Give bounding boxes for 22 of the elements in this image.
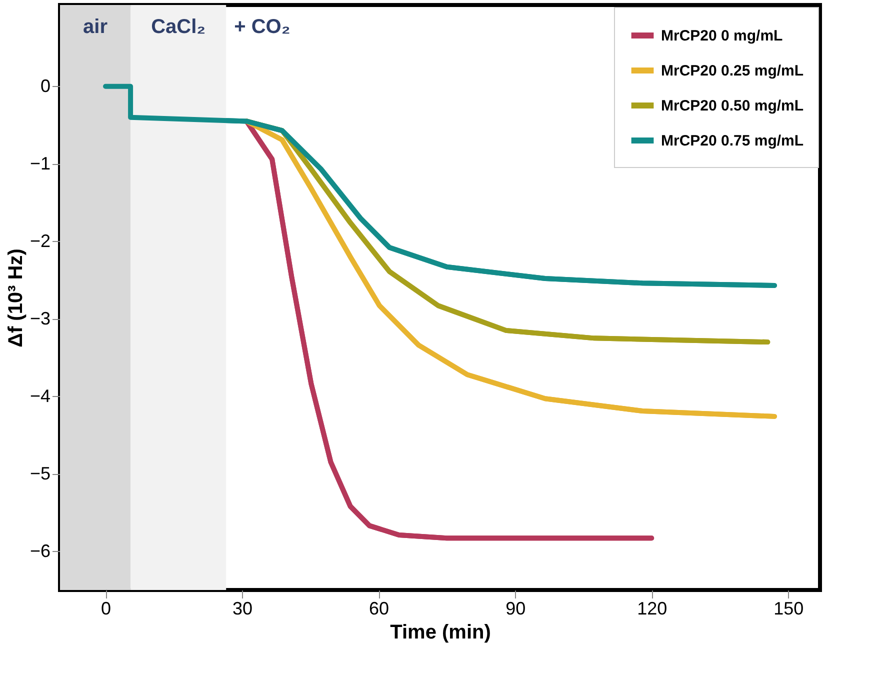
y-tick-label: 0	[40, 76, 50, 96]
x-axis-title: Time (min)	[390, 622, 491, 644]
band-label: CaCl₂	[151, 16, 206, 38]
x-tick-label: 60	[369, 598, 390, 618]
legend-label: MrCP20 0.25 mg/mL	[661, 62, 804, 80]
y-axis-title: Δf (10³ Hz)	[4, 248, 27, 348]
legend-label: MrCP20 0.50 mg/mL	[661, 98, 804, 114]
annotation: + CO₂	[234, 16, 290, 38]
y-tick-label: −2	[30, 230, 50, 251]
x-tick-label: 150	[774, 598, 804, 618]
y-tick-label: −1	[30, 153, 50, 174]
y-tick-label: −3	[30, 308, 50, 328]
x-tick-label: 90	[506, 598, 526, 618]
legend-label: MrCP20 0.75 mg/mL	[661, 132, 804, 150]
band-label: air	[83, 16, 108, 38]
legend-label: MrCP20 0 mg/mL	[661, 28, 783, 44]
x-tick-label: 120	[637, 598, 668, 618]
y-tick-label: −5	[30, 463, 50, 484]
y-tick-label: −6	[30, 540, 50, 561]
x-tick-label: 0	[101, 598, 112, 618]
y-tick-label: −4	[30, 386, 50, 406]
x-tick-label: 30	[232, 598, 253, 618]
